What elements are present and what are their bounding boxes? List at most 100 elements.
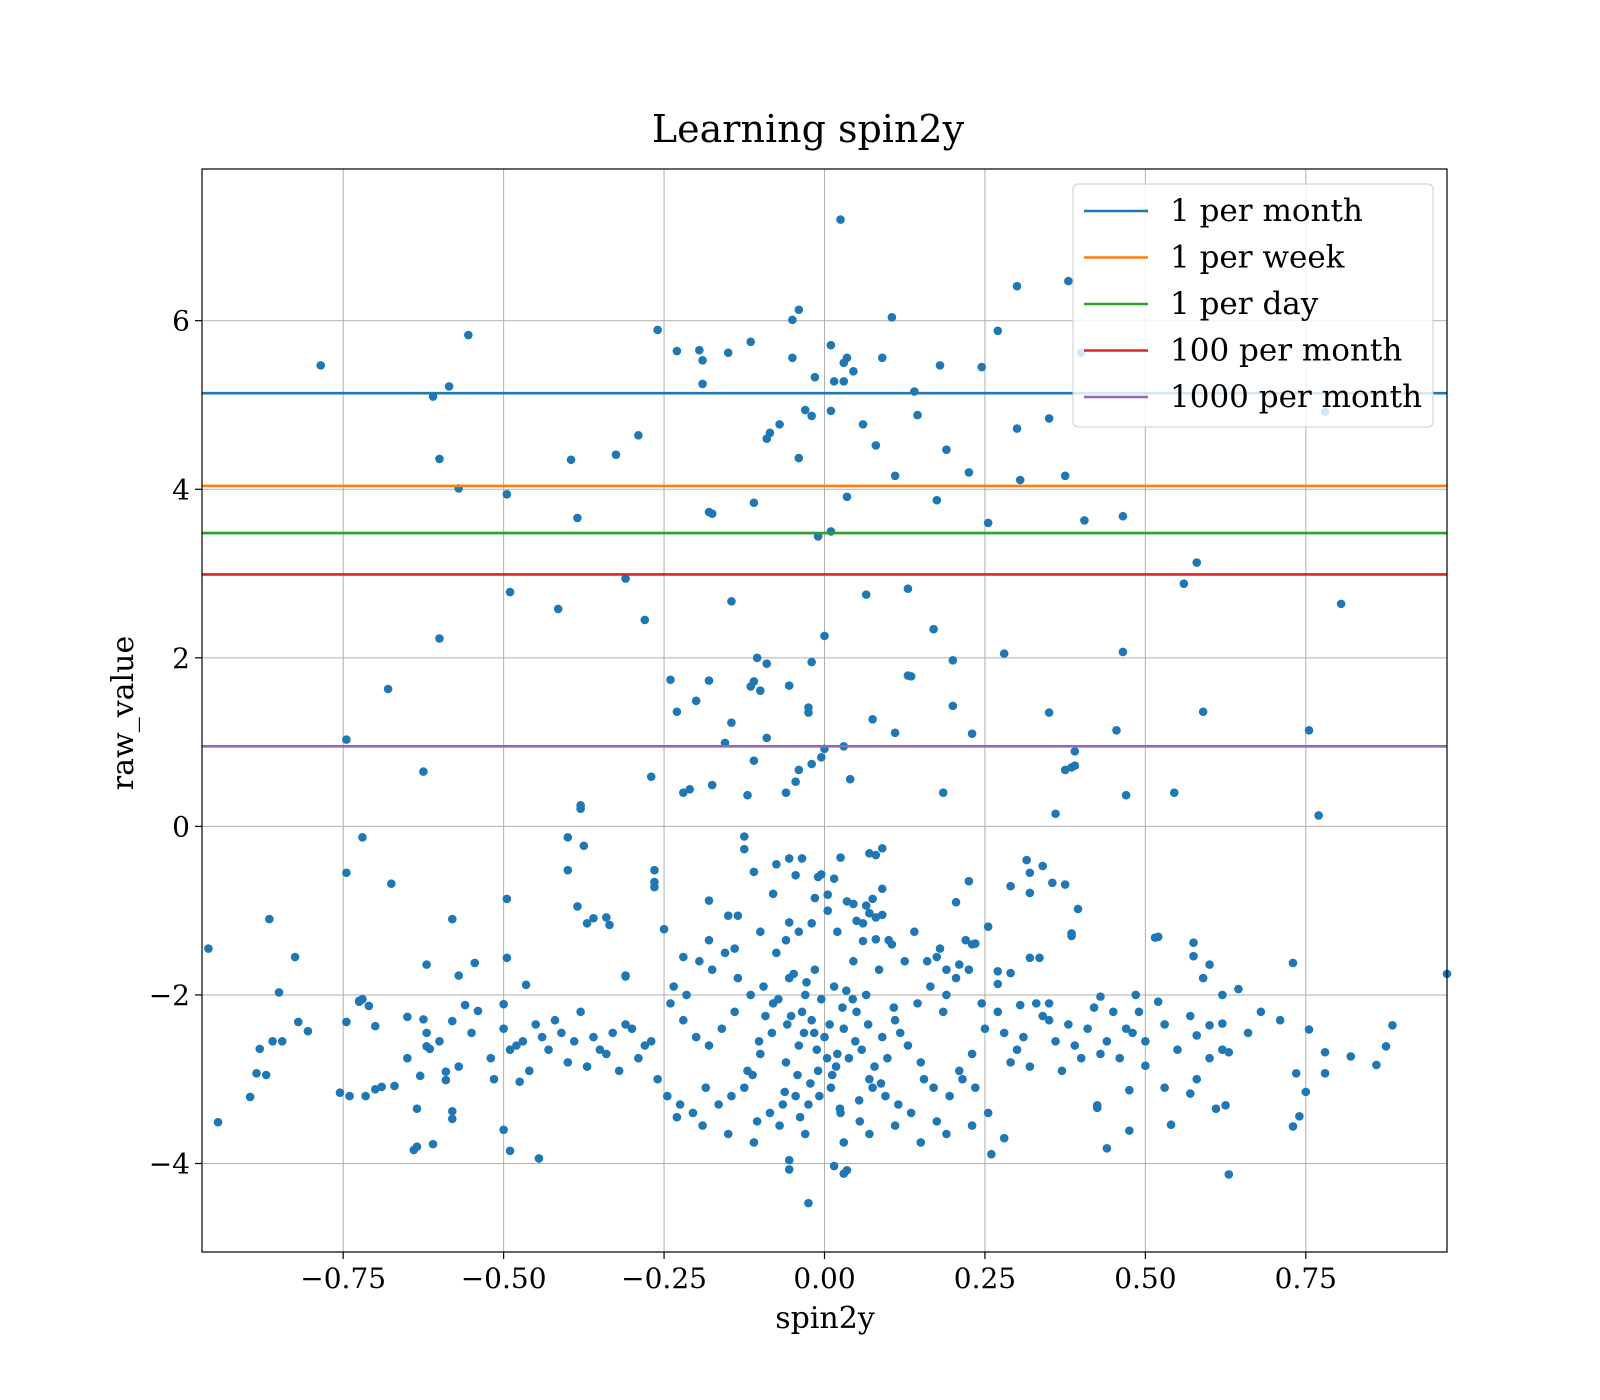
scatter-point xyxy=(563,1058,573,1067)
scatter-point xyxy=(827,1070,837,1080)
scatter-point xyxy=(1092,1101,1102,1110)
scatter-point xyxy=(650,865,659,875)
scatter-point xyxy=(836,853,845,862)
grid xyxy=(202,169,1447,1252)
scatter-point xyxy=(723,1129,733,1139)
scatter-point xyxy=(778,1100,788,1109)
scatter-point xyxy=(987,1149,996,1159)
scatter-point xyxy=(762,434,772,443)
scatter-point xyxy=(1288,958,1298,968)
y-tick-label: 6 xyxy=(172,305,190,338)
scatter-point xyxy=(881,1091,890,1101)
scatter-point xyxy=(851,1036,860,1046)
scatter-point xyxy=(877,843,887,853)
scatter-point xyxy=(794,1041,804,1050)
scatter-point xyxy=(842,986,851,996)
legend-label: 1000 per month xyxy=(1170,379,1422,415)
scatter-point xyxy=(804,1100,813,1109)
y-axis-label: raw_value xyxy=(106,636,141,790)
y-tick-label: 4 xyxy=(172,473,190,506)
scatter-point xyxy=(761,1011,770,1021)
scatter-point xyxy=(627,1024,637,1033)
scatter-point xyxy=(701,1083,711,1092)
scatter-point xyxy=(409,1145,419,1155)
scatter-point xyxy=(733,973,743,983)
scatter-point xyxy=(1131,990,1141,1000)
scatter-point xyxy=(1205,1020,1214,1030)
scatter-point xyxy=(646,772,656,781)
scatter-point xyxy=(964,876,974,886)
scatter-point xyxy=(573,902,582,911)
scatter-point xyxy=(425,1044,435,1054)
scatter-point xyxy=(835,1104,845,1114)
y-tick-label: 2 xyxy=(172,642,190,675)
scatter-point xyxy=(290,952,300,962)
scatter-point xyxy=(935,361,945,370)
scatter-point xyxy=(419,767,428,776)
scatter-point xyxy=(1080,516,1089,525)
scatter-point xyxy=(983,1108,993,1118)
scatter-point xyxy=(1160,1020,1169,1029)
scatter-point xyxy=(467,1028,476,1038)
scatter-point xyxy=(794,765,804,775)
scatter-point xyxy=(889,1003,899,1012)
scatter-point xyxy=(795,1112,805,1122)
scatter-point xyxy=(252,1069,261,1078)
scatter-point xyxy=(342,1017,351,1027)
scatter-point xyxy=(444,382,454,391)
scatter-point xyxy=(698,356,707,365)
scatter-point xyxy=(1295,1112,1304,1121)
scatter-point xyxy=(977,999,987,1008)
scatter-point xyxy=(813,872,823,882)
scatter-point xyxy=(967,940,977,949)
scatter-point xyxy=(900,956,910,966)
scatter-point xyxy=(794,927,804,937)
scatter-point xyxy=(775,1121,784,1130)
scatter-point xyxy=(589,913,598,923)
scatter-point xyxy=(412,1104,422,1114)
scatter-point xyxy=(829,874,839,883)
scatter-point xyxy=(813,1066,823,1076)
scatter-point xyxy=(470,958,480,968)
scatter-point xyxy=(1025,888,1035,898)
scatter-point xyxy=(1012,424,1022,433)
scatter-point xyxy=(1234,984,1243,994)
scatter-point xyxy=(781,935,791,945)
scatter-point xyxy=(245,1092,255,1102)
scatter-point xyxy=(993,979,1003,989)
scatter-point xyxy=(614,1066,624,1076)
scatter-point xyxy=(1153,932,1163,942)
scatter-point xyxy=(537,1032,547,1042)
scatter-point xyxy=(345,1091,354,1101)
scatter-point xyxy=(861,901,871,910)
x-tick-label: −0.50 xyxy=(461,1262,547,1295)
scatter-point xyxy=(748,1070,757,1080)
scatter-point xyxy=(756,927,765,937)
scatter-point xyxy=(403,1012,412,1022)
scatter-point xyxy=(390,1081,399,1091)
scatter-point xyxy=(213,1117,223,1127)
scatter-point xyxy=(265,914,274,924)
scatter-point xyxy=(877,1032,887,1042)
scatter-point xyxy=(473,1006,483,1016)
scatter-point xyxy=(650,882,659,892)
scatter-point xyxy=(958,1074,967,1084)
scatter-point xyxy=(268,1036,277,1046)
legend-label: 1 per month xyxy=(1170,193,1363,229)
scatter-point xyxy=(1185,1089,1195,1098)
scatter-point xyxy=(634,431,643,440)
scatter-point xyxy=(486,1053,496,1063)
scatter-point xyxy=(739,832,749,841)
scatter-point xyxy=(335,1088,345,1098)
scatter-point xyxy=(1044,1015,1054,1025)
scatter-point xyxy=(884,935,893,945)
legend-label: 100 per month xyxy=(1170,333,1402,369)
scatter-point xyxy=(698,379,707,389)
scatter-point xyxy=(922,956,932,966)
scatter-point xyxy=(1067,931,1076,941)
scatter-point xyxy=(454,1062,464,1071)
scatter-point xyxy=(454,971,464,980)
scatter-point xyxy=(653,1074,662,1084)
scatter-point xyxy=(967,1049,977,1059)
scatter-point xyxy=(698,1121,707,1130)
